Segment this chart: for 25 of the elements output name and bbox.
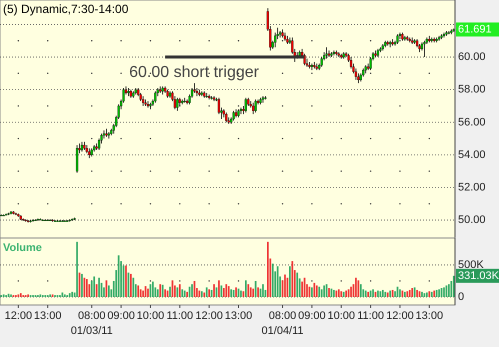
text: 331.03K xyxy=(458,270,499,282)
annotation: 60.00 short trigger xyxy=(129,64,260,82)
x-tick-label: 13:00 xyxy=(34,310,62,322)
y-tick-label: 0 xyxy=(458,291,464,303)
x-tick-label: 12:00 xyxy=(195,310,223,322)
x-tick-label: 10:00 xyxy=(327,310,356,322)
x-tick-label: 12:00 xyxy=(4,310,32,322)
y-tick-label: 54.00 xyxy=(458,148,486,161)
x-tick-label: 11:00 xyxy=(166,310,194,322)
y-tick-label: 58.00 xyxy=(458,84,486,96)
chart-title: Volume xyxy=(3,242,42,254)
y-tick-label: 50.00 xyxy=(458,214,486,226)
x-tick-label: 12:00 xyxy=(386,310,414,322)
x-tick-label: 11:00 xyxy=(357,310,384,322)
y-tick-label: 56.00 xyxy=(458,116,486,128)
y-tick-label: 60.00 xyxy=(458,51,486,64)
x-tick-label: 13:00 xyxy=(416,310,444,322)
y-tick-label: 52.00 xyxy=(458,181,486,194)
chart-title: (5) Dynamic,7:30-14:00 xyxy=(3,2,129,16)
x-tick-label: 10:00 xyxy=(136,310,164,322)
x-tick-label: 09:00 xyxy=(298,310,326,322)
y-tick-label: 500K xyxy=(458,258,484,271)
x-tick-label: 13:00 xyxy=(224,310,252,322)
text: 61.691 xyxy=(458,23,492,36)
x-tick-label: 09:00 xyxy=(107,310,135,322)
